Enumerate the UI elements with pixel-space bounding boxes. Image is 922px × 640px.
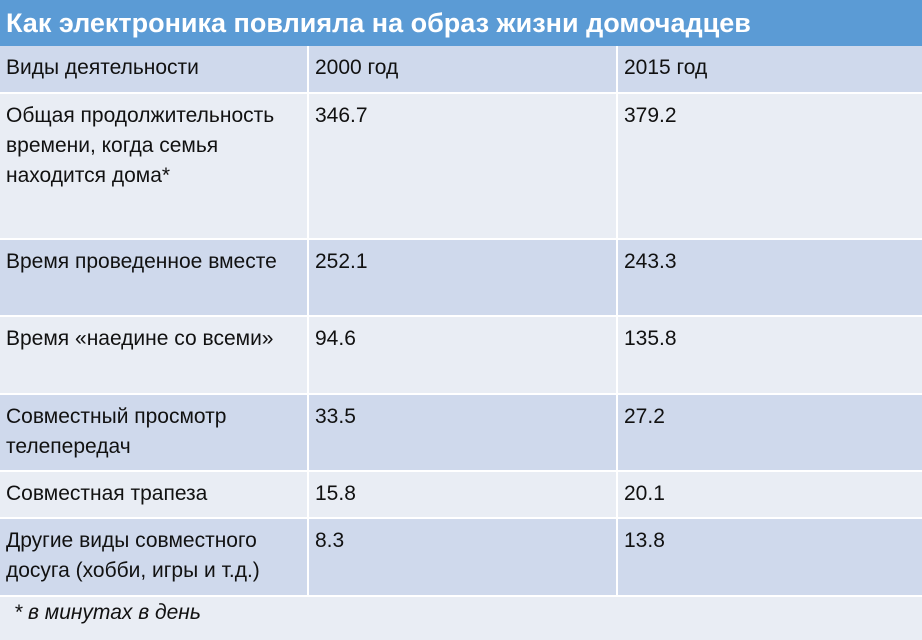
activity-cell: Время «наедине со всеми» bbox=[0, 316, 309, 395]
value-2015-cell: 379.2 bbox=[617, 93, 922, 240]
value-2015-cell: 243.3 bbox=[617, 239, 922, 317]
table-row: Совместная трапеза 15.8 20.1 bbox=[0, 471, 922, 519]
activity-cell: Другие виды совместного досуга (хобби, и… bbox=[0, 518, 309, 597]
value-2000-cell: 15.8 bbox=[308, 471, 618, 519]
header-cell-activity: Виды деятельности bbox=[0, 46, 309, 94]
table-row: Время «наедине со всеми» 94.6 135.8 bbox=[0, 316, 922, 395]
table-row: Другие виды совместного досуга (хобби, и… bbox=[0, 518, 922, 597]
value-2015-cell: 13.8 bbox=[617, 518, 922, 597]
table-header-row: Виды деятельности 2000 год 2015 год bbox=[0, 46, 922, 94]
value-2015-cell: 135.8 bbox=[617, 316, 922, 395]
table-row: Совместный просмотр телепередач 33.5 27.… bbox=[0, 394, 922, 472]
value-2000-cell: 33.5 bbox=[308, 394, 618, 472]
activity-cell: Совместная трапеза bbox=[0, 471, 309, 519]
value-2000-cell: 252.1 bbox=[308, 239, 618, 317]
value-2015-cell: 20.1 bbox=[617, 471, 922, 519]
table-row: Время проведенное вместе 252.1 243.3 bbox=[0, 239, 922, 317]
value-2000-cell: 8.3 bbox=[308, 518, 618, 597]
table-row: Общая продолжительность времени, когда с… bbox=[0, 93, 922, 240]
page-title: Как электроника повлияла на образ жизни … bbox=[0, 0, 922, 46]
header-cell-2015: 2015 год bbox=[617, 46, 922, 94]
data-table: Виды деятельности 2000 год 2015 год Обща… bbox=[0, 46, 922, 597]
activity-cell: Совместный просмотр телепередач bbox=[0, 394, 309, 472]
activity-cell: Общая продолжительность времени, когда с… bbox=[0, 93, 309, 240]
value-2000-cell: 346.7 bbox=[308, 93, 618, 240]
value-2015-cell: 27.2 bbox=[617, 394, 922, 472]
footnote: * в минутах в день bbox=[14, 601, 201, 624]
value-2000-cell: 94.6 bbox=[308, 316, 618, 395]
activity-cell: Время проведенное вместе bbox=[0, 239, 309, 317]
header-cell-2000: 2000 год bbox=[308, 46, 618, 94]
